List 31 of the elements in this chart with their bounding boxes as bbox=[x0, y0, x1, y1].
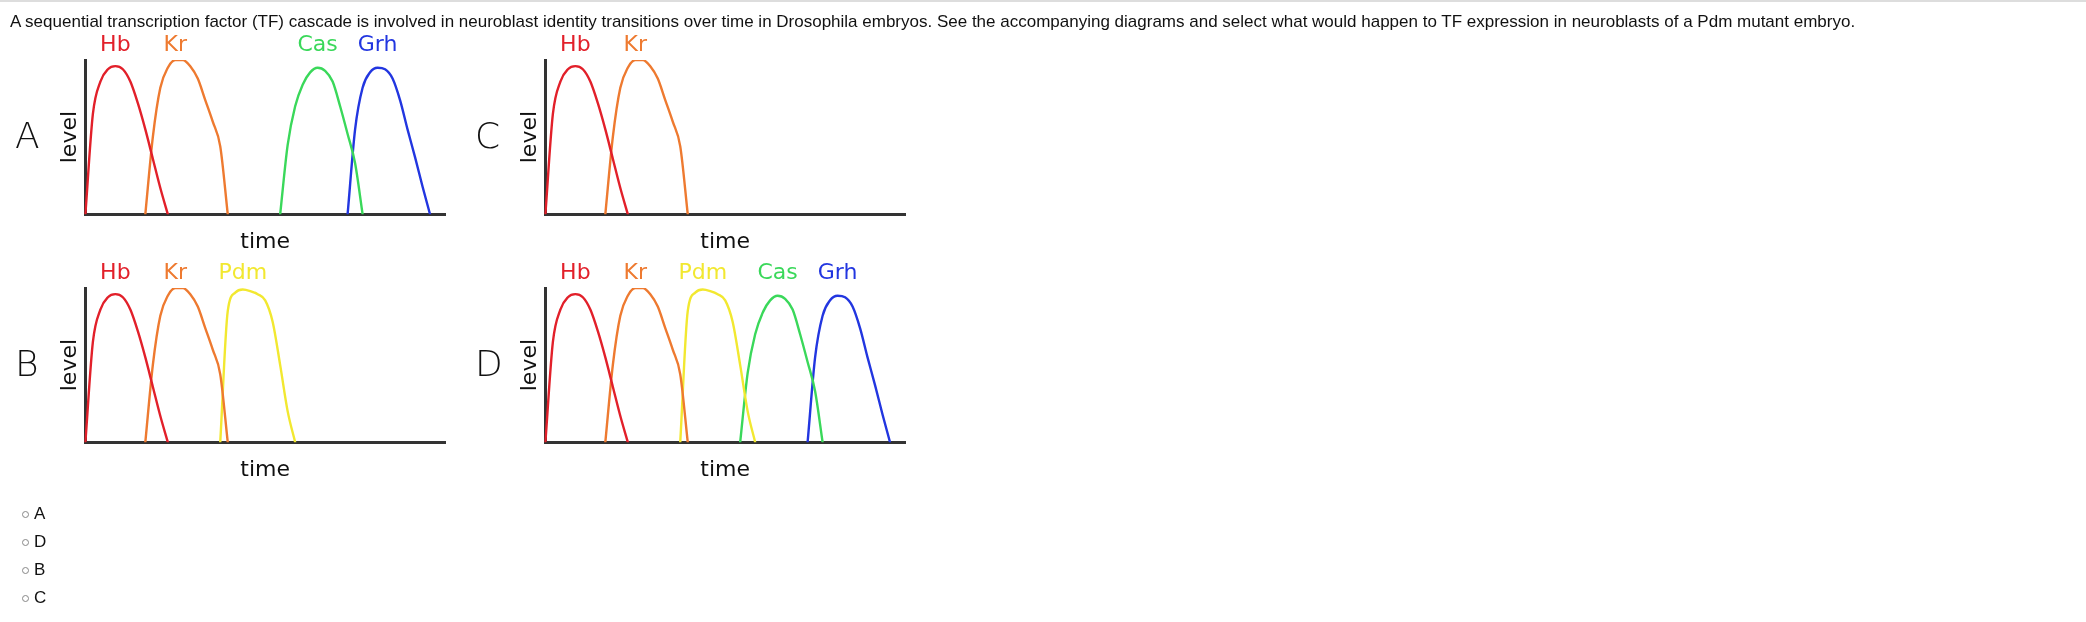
y-axis-title: level bbox=[515, 110, 541, 164]
x-axis-title: time bbox=[240, 455, 291, 481]
text: C bbox=[475, 115, 501, 156]
series-label: Kr bbox=[623, 30, 648, 56]
series-label: Hb bbox=[100, 258, 131, 284]
text: B bbox=[34, 560, 46, 579]
x-axis-title: time bbox=[240, 227, 291, 253]
series-label: Kr bbox=[163, 30, 188, 56]
x-axis-title: time bbox=[700, 227, 751, 253]
series-label: Kr bbox=[623, 258, 648, 284]
series-label: Pdm bbox=[678, 258, 728, 284]
text: D bbox=[475, 343, 503, 384]
series-label: Hb bbox=[560, 258, 591, 284]
y-axis-title: level bbox=[515, 338, 541, 392]
text: A bbox=[34, 504, 46, 523]
text: D bbox=[34, 532, 47, 551]
series-label: Cas bbox=[297, 30, 338, 56]
text: A bbox=[15, 115, 40, 156]
series-label: Pdm bbox=[218, 258, 268, 284]
y-axis-title: level bbox=[55, 110, 81, 164]
series-label: Grh bbox=[817, 258, 858, 284]
series-label: Grh bbox=[357, 30, 398, 56]
series-label: Hb bbox=[560, 30, 591, 56]
series-label: Kr bbox=[163, 258, 188, 284]
text: A sequential transcription factor (TF) cascade is involved in neuroblast identity transitions over time in Drosophila embryos. See the accompanying diagrams and select what would happen to TF expression in neuroblasts of a Pdm mutant embryo. bbox=[0, 0, 2086, 32]
y-axis-title: level bbox=[55, 338, 81, 392]
series-label: Hb bbox=[100, 30, 131, 56]
series-label: Cas bbox=[757, 258, 798, 284]
text: C bbox=[34, 588, 47, 607]
text: B bbox=[15, 343, 39, 384]
x-axis-title: time bbox=[700, 455, 751, 481]
